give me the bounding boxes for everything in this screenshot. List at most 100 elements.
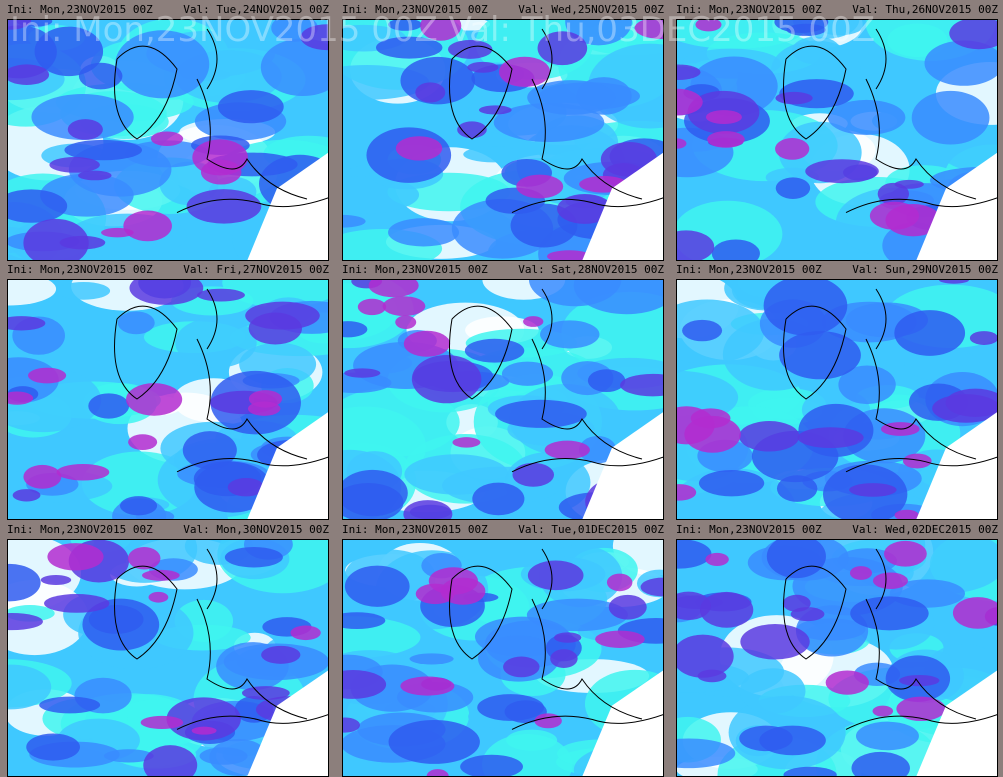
precip-area bbox=[676, 738, 736, 769]
precip-area bbox=[67, 119, 103, 140]
precip-area bbox=[911, 90, 990, 145]
precip-area bbox=[382, 296, 426, 317]
precip-area bbox=[426, 769, 449, 777]
precip-area bbox=[791, 36, 841, 65]
precip-area bbox=[388, 218, 460, 247]
precip-area bbox=[148, 591, 169, 603]
panel-header: Ini: Mon,23NOV2015 00Z Val: Sat,28NOV2015… bbox=[342, 262, 664, 278]
precip-area bbox=[537, 31, 588, 66]
precip-area bbox=[115, 30, 210, 99]
precip-area bbox=[682, 319, 723, 342]
forecast-panel: Ini: Mon,23NOV2015 00Z Val: Tue,01DEC2015… bbox=[342, 522, 664, 777]
precip-area bbox=[49, 156, 100, 173]
precip-area bbox=[872, 572, 909, 590]
precip-area bbox=[59, 235, 106, 250]
precip-area bbox=[261, 645, 301, 664]
precip-area bbox=[300, 24, 329, 51]
precip-area bbox=[260, 38, 329, 97]
precip-area bbox=[894, 509, 919, 520]
precip-area bbox=[477, 694, 544, 721]
precip-area bbox=[887, 23, 948, 58]
precip-area bbox=[527, 80, 616, 115]
map-frame bbox=[676, 19, 998, 261]
forecast-panel: Ini: Mon,23NOV2015 00Z Val: Sat,28NOV2015… bbox=[342, 262, 664, 520]
precip-area bbox=[197, 288, 245, 302]
forecast-map bbox=[342, 279, 664, 520]
init-time: Ini: Mon,23NOV2015 00Z bbox=[7, 3, 153, 16]
precip-area bbox=[140, 715, 184, 730]
precip-area bbox=[501, 361, 554, 386]
precip-area bbox=[409, 653, 454, 665]
precip-area bbox=[290, 625, 321, 641]
precip-area bbox=[12, 489, 41, 502]
precip-area bbox=[7, 391, 34, 405]
precip-area bbox=[805, 159, 879, 184]
precip-area bbox=[779, 331, 861, 380]
coastline bbox=[114, 288, 329, 473]
panel-header: Ini: Mon,23NOV2015 00Z Val: Wed,25NOV2015… bbox=[342, 2, 664, 18]
precip-area bbox=[415, 82, 446, 103]
precip-area bbox=[707, 131, 745, 148]
precip-area bbox=[31, 94, 134, 140]
map-frame bbox=[342, 19, 664, 261]
precip-area bbox=[342, 483, 404, 520]
precip-area bbox=[472, 482, 525, 516]
precip-area bbox=[620, 373, 664, 397]
precip-area bbox=[7, 64, 50, 85]
panel-header: Ini: Mon,23NOV2015 00Z Val: Tue,24NOV2015… bbox=[7, 2, 329, 18]
panel-header: Ini: Mon,23NOV2015 00Z Val: Wed,02DEC2015… bbox=[676, 522, 998, 538]
precip-area bbox=[523, 316, 544, 327]
precip-area bbox=[676, 88, 703, 116]
precip-area bbox=[776, 475, 818, 502]
valid-time: Val: Thu,26NOV2015 00Z bbox=[852, 3, 998, 16]
precip-area bbox=[7, 612, 43, 631]
precip-area bbox=[342, 214, 366, 228]
precip-area bbox=[7, 189, 68, 223]
precip-area bbox=[684, 415, 741, 453]
precip-area bbox=[527, 560, 584, 591]
precip-area bbox=[39, 696, 101, 714]
init-time: Ini: Mon,23NOV2015 00Z bbox=[676, 263, 822, 276]
precip-area bbox=[855, 721, 919, 751]
precip-area bbox=[342, 670, 387, 699]
precip-area bbox=[938, 279, 970, 284]
precip-area bbox=[676, 138, 687, 149]
valid-time: Val: Sat,28NOV2015 00Z bbox=[518, 263, 664, 276]
map-frame bbox=[7, 19, 329, 261]
precip-area bbox=[872, 705, 894, 717]
precip-area bbox=[119, 496, 158, 516]
precip-area bbox=[452, 437, 481, 448]
precip-area bbox=[7, 563, 41, 602]
precip-area bbox=[460, 754, 523, 777]
precip-area bbox=[182, 431, 237, 470]
precip-area bbox=[899, 674, 940, 687]
precip-area bbox=[503, 656, 540, 678]
precip-area bbox=[400, 676, 455, 696]
precip-area bbox=[540, 320, 600, 349]
precip-area bbox=[634, 19, 664, 40]
forecast-panel: Ini: Mon,23NOV2015 00Z Val: Thu,26NOV2015… bbox=[676, 2, 998, 261]
coastline bbox=[783, 288, 998, 473]
precip-area bbox=[388, 19, 422, 31]
precip-area bbox=[129, 279, 204, 305]
precip-area bbox=[786, 23, 826, 36]
precip-area bbox=[26, 733, 80, 761]
init-time: Ini: Mon,23NOV2015 00Z bbox=[7, 523, 153, 536]
precip-area bbox=[783, 766, 837, 777]
precip-area bbox=[595, 630, 645, 648]
precip-area bbox=[47, 543, 104, 571]
precip-area bbox=[411, 354, 482, 404]
panel-header: Ini: Mon,23NOV2015 00Z Val: Fri,27NOV2015… bbox=[7, 262, 329, 278]
precip-area bbox=[200, 159, 242, 185]
precip-area bbox=[766, 539, 826, 579]
precip-area bbox=[849, 483, 897, 497]
precip-area bbox=[534, 713, 562, 729]
precip-area bbox=[376, 36, 443, 59]
panel-header: Ini: Mon,23NOV2015 00Z Val: Thu,26NOV2015… bbox=[676, 2, 998, 18]
precip-area bbox=[217, 90, 284, 124]
panel-header: Ini: Mon,23NOV2015 00Z Val: Tue,01DEC2015… bbox=[342, 522, 664, 538]
precip-area bbox=[395, 136, 443, 161]
precip-area bbox=[739, 725, 793, 752]
precip-area bbox=[924, 40, 998, 86]
precip-area bbox=[554, 632, 582, 643]
